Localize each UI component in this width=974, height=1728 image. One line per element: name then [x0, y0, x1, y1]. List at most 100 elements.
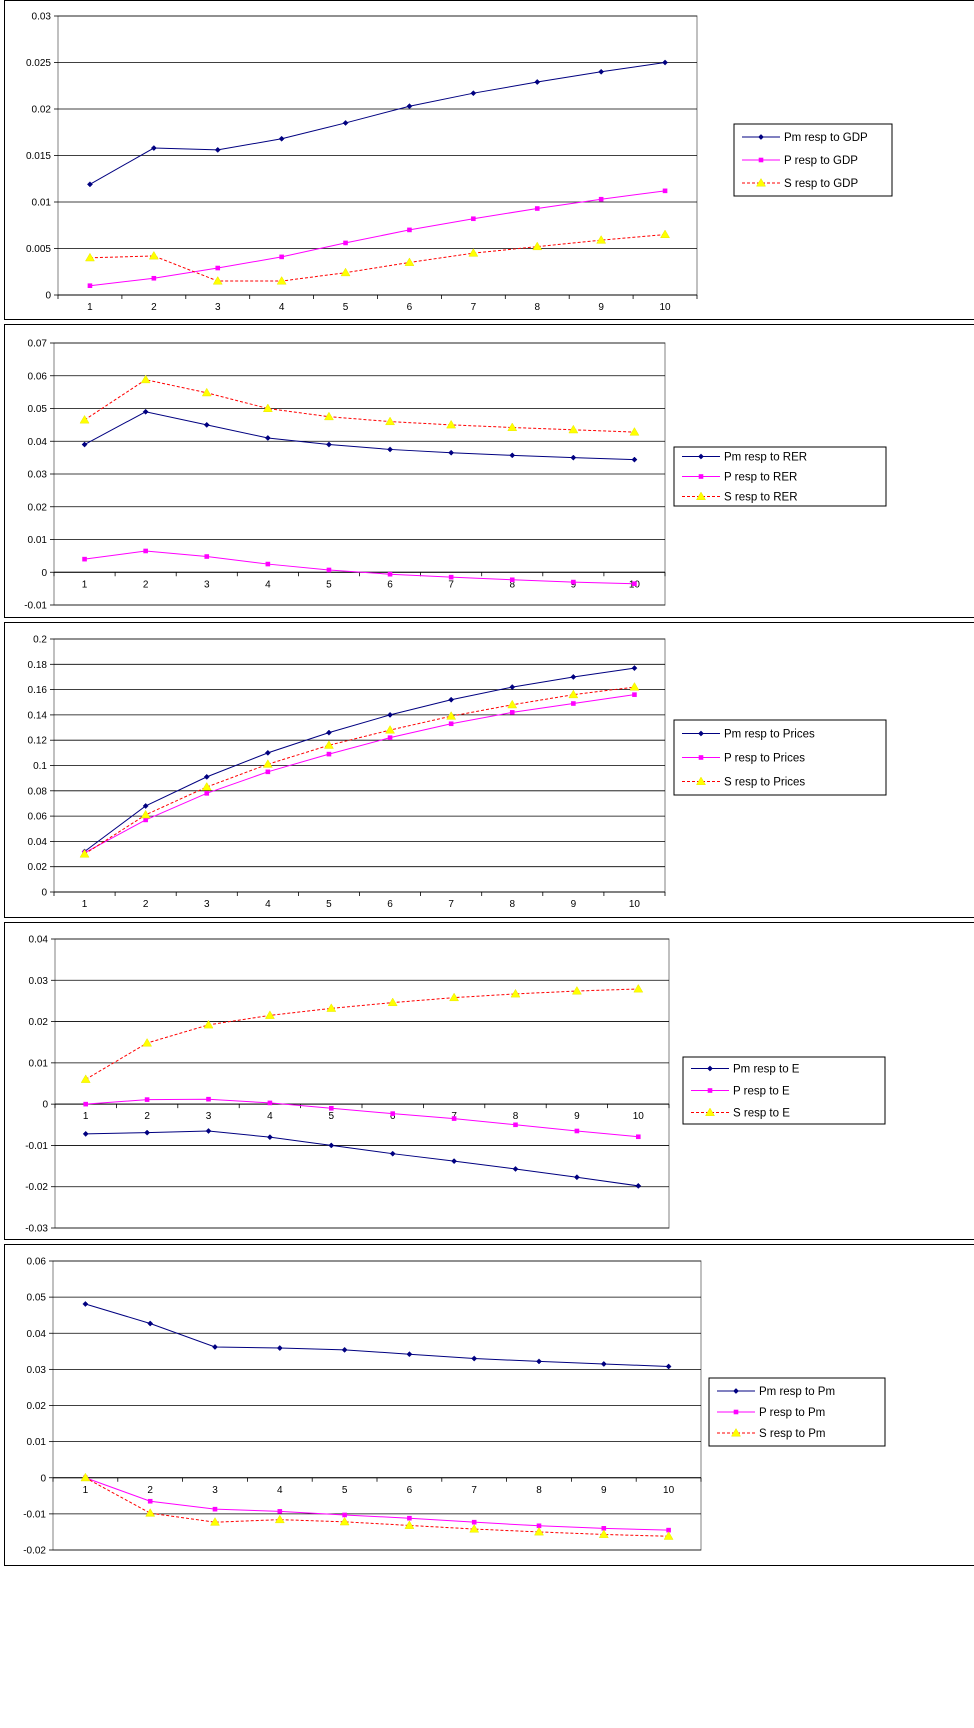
- data-point-P: [448, 574, 454, 580]
- x-tick-label: 4: [265, 899, 271, 910]
- y-tick-label: 0.06: [28, 812, 48, 823]
- data-point-Pm: [600, 1361, 607, 1367]
- data-point-S: [79, 849, 90, 858]
- legend: Pm resp to Prices P resp to Prices S resp …: [673, 719, 887, 796]
- x-tick-label: 9: [601, 1485, 607, 1496]
- data-point-Pm: [509, 452, 516, 459]
- data-point-S: [663, 1531, 674, 1540]
- data-point-Pm: [82, 1301, 89, 1307]
- y-tick-label: 0.07: [28, 339, 48, 350]
- series-line-S: [85, 1477, 669, 1537]
- chart-svg-prices: 0 0.02 0.04 0.06 0.08 0.1 0.12 0.14 0.16 0.18 0.2 1…: [28, 635, 887, 910]
- x-tick-label: 2: [144, 1111, 150, 1122]
- series-Pm: [86, 59, 669, 188]
- x-tick-label: 4: [265, 579, 271, 590]
- data-point-P: [147, 1498, 153, 1504]
- legend-marker-Pm: [698, 453, 704, 460]
- x-tick-label: 3: [204, 899, 210, 910]
- legend: Pm resp to RER P resp to RER S resp to RER: [673, 446, 887, 507]
- data-point-P: [329, 1105, 334, 1111]
- data-point-S: [507, 699, 518, 709]
- legend-marker-S: [705, 1107, 715, 1116]
- data-point-Pm: [212, 1344, 218, 1350]
- data-point-S: [568, 424, 579, 434]
- data-point-S: [148, 250, 159, 260]
- data-point-S: [404, 257, 415, 266]
- legend-label-P: P resp to Pm: [759, 1407, 825, 1419]
- data-point-Pm: [81, 441, 88, 448]
- y-tick-label: 0.1: [33, 761, 47, 772]
- y-tick-label: 0.01: [28, 535, 48, 546]
- y-tick-label: -0.01: [24, 601, 47, 612]
- data-point-P: [277, 1509, 283, 1514]
- data-point-Pm: [509, 684, 516, 691]
- chart-panel-rer: -0.01 0 0.01 0.02 0.03 0.04 0.05 0.06 0.07 1 2 3 4 5 6…: [4, 324, 974, 618]
- data-point-Pm: [631, 665, 638, 672]
- legend-marker-S: [696, 776, 706, 785]
- data-point-P: [215, 265, 221, 271]
- x-tick-label: 5: [343, 302, 349, 313]
- x-tick-label: 6: [407, 302, 413, 313]
- data-point-P: [471, 1519, 477, 1525]
- legend-marker-P: [758, 157, 764, 163]
- y-tick-label: 0.01: [32, 198, 52, 209]
- x-tick-label: 8: [536, 1485, 542, 1496]
- data-point-Pm: [328, 1142, 335, 1149]
- data-point-P: [267, 1100, 273, 1106]
- chart-svg-rer: -0.01 0 0.01 0.02 0.03 0.04 0.05 0.06 0.07 1 2 3 4 5 6…: [24, 339, 887, 612]
- data-point-P: [509, 710, 515, 715]
- data-point-P: [143, 817, 148, 823]
- y-tick-label: -0.01: [25, 1141, 48, 1152]
- x-tick-label: 1: [83, 1111, 89, 1122]
- chart-svg-pm: -0.02 -0.01 0 0.01 0.02 0.03 0.04 0.05 0.06 1 2 3 4 5…: [23, 1257, 886, 1557]
- data-point-P: [83, 1101, 88, 1107]
- legend-marker-Pm: [758, 134, 764, 140]
- x-tick-label: 7: [448, 899, 454, 910]
- x-tick-label: 1: [82, 899, 88, 910]
- data-point-S: [142, 1038, 153, 1047]
- data-point-Pm: [147, 1320, 154, 1327]
- series-line-S: [84, 379, 635, 433]
- data-point-Pm: [598, 68, 605, 75]
- data-point-S: [571, 986, 582, 995]
- data-point-Pm: [387, 711, 394, 718]
- data-point-P: [407, 227, 412, 233]
- data-point-S: [340, 267, 351, 277]
- data-point-Pm: [142, 408, 149, 415]
- y-tick-label: 0.14: [28, 710, 48, 721]
- y-tick-label: 0: [42, 1100, 48, 1111]
- data-point-P: [326, 567, 332, 573]
- data-point-P: [601, 1526, 607, 1531]
- x-tick-label: 10: [633, 1111, 645, 1122]
- x-tick-label: 8: [534, 302, 540, 313]
- series-line-S: [84, 686, 635, 855]
- x-tick-label: 8: [509, 899, 515, 910]
- data-point-S: [212, 276, 223, 285]
- data-point-P: [87, 283, 93, 288]
- data-point-Pm: [635, 1182, 642, 1189]
- y-tick-label: 0.2: [33, 635, 47, 646]
- legend-marker-P: [707, 1088, 713, 1093]
- data-point-S: [507, 422, 518, 431]
- data-point-S: [79, 414, 90, 424]
- data-point-Pm: [205, 1128, 212, 1134]
- data-point-Pm: [266, 1134, 273, 1141]
- y-tick-label: -0.02: [25, 1182, 48, 1193]
- legend-label-P: P resp to Prices: [724, 753, 805, 765]
- data-point-P: [509, 577, 515, 583]
- data-point-Pm: [276, 1345, 283, 1352]
- legend: Pm resp to E P resp to E S resp to E: [682, 1056, 886, 1125]
- legend-label-S: S resp to Pm: [759, 1428, 825, 1440]
- data-point-Pm: [570, 673, 577, 680]
- x-tick-label: 7: [471, 302, 477, 313]
- y-tick-label: 0: [41, 888, 47, 899]
- legend-marker-Pm: [733, 1388, 739, 1394]
- x-tick-label: 1: [87, 302, 93, 313]
- y-tick-label: 0.08: [28, 786, 48, 797]
- legend-label-P: P resp to RER: [724, 472, 797, 484]
- y-tick-label: 0.05: [27, 1293, 47, 1304]
- y-tick-label: 0.02: [29, 1017, 49, 1028]
- y-tick-label: 0.04: [29, 935, 49, 946]
- series-P: [83, 1475, 671, 1533]
- y-tick-label: 0.04: [28, 837, 48, 848]
